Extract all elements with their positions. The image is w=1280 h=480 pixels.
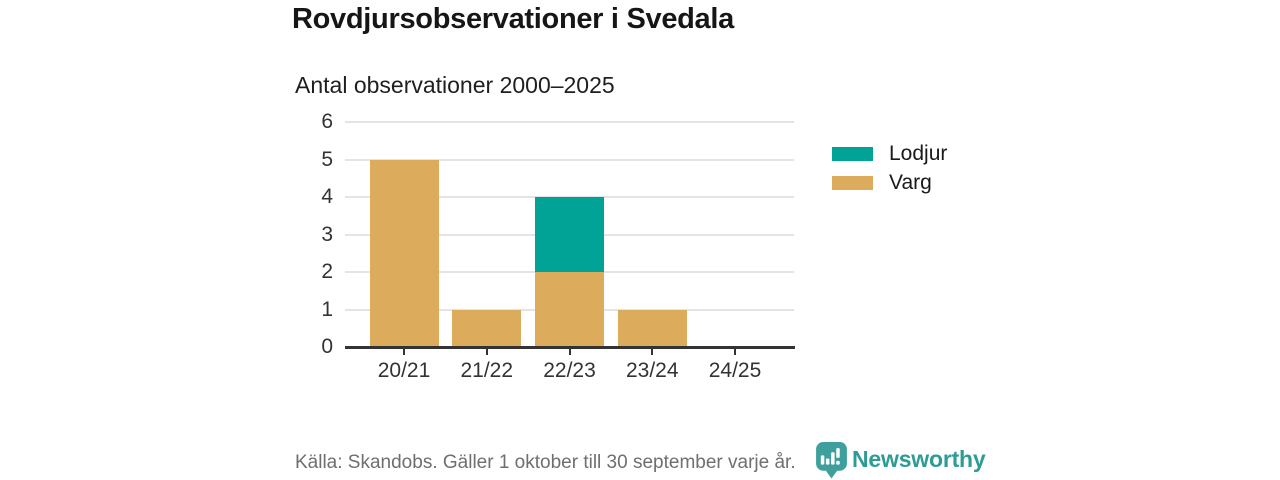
legend-swatch-lodjur xyxy=(832,147,873,161)
y-axis-tick-label: 6 xyxy=(321,110,333,133)
chart-legend: Lodjur Varg xyxy=(832,143,947,194)
gridline xyxy=(345,121,794,123)
bar-segment-varg xyxy=(535,272,604,347)
y-axis-tick-label: 3 xyxy=(321,222,333,246)
y-axis-tick-label: 4 xyxy=(321,185,333,208)
x-axis-tick-label: 21/22 xyxy=(460,359,514,382)
bar-segment-lodjur xyxy=(535,197,604,272)
chart-title: Rovdjursobservationer i Svedala xyxy=(292,3,734,35)
y-axis-tick-label: 2 xyxy=(321,260,333,283)
x-axis-tick-label: 20/21 xyxy=(377,359,431,382)
bar-segment-varg xyxy=(617,309,687,347)
legend-label: Lodjur xyxy=(889,142,948,165)
x-axis-tick xyxy=(568,349,571,355)
bar-segment-varg xyxy=(369,159,439,347)
x-axis-tick-label: 23/24 xyxy=(625,359,679,382)
y-axis-tick-label: 5 xyxy=(321,147,333,171)
bar-chart: 0 1 2 3 4 5 6 20/21 21/22 22/23 23/24 24/25 xyxy=(293,110,903,400)
legend-item: Lodjur xyxy=(832,143,947,165)
y-axis-tick-label: 1 xyxy=(321,297,333,321)
x-axis-tick xyxy=(485,349,488,355)
newsworthy-logo-icon xyxy=(816,442,847,479)
legend-swatch-varg xyxy=(832,176,873,190)
x-axis-tick-label: 22/23 xyxy=(543,359,596,382)
x-axis-tick xyxy=(651,349,654,355)
y-axis-tick-label: 0 xyxy=(321,335,333,358)
newsworthy-wordmark: Newsworthy xyxy=(852,446,986,472)
x-axis-tick xyxy=(403,349,405,355)
x-axis-tick-label: 24/25 xyxy=(708,359,762,382)
legend-item: Varg xyxy=(832,172,947,194)
bar-segment-varg xyxy=(452,309,522,347)
chart-subtitle: Antal observationer 2000–2025 xyxy=(295,72,615,98)
x-axis-tick xyxy=(734,349,736,355)
source-note: Källa: Skandobs. Gäller 1 oktober till 3… xyxy=(295,452,796,473)
legend-label: Varg xyxy=(889,171,932,194)
gridline xyxy=(345,158,794,161)
x-axis-line xyxy=(345,346,795,349)
